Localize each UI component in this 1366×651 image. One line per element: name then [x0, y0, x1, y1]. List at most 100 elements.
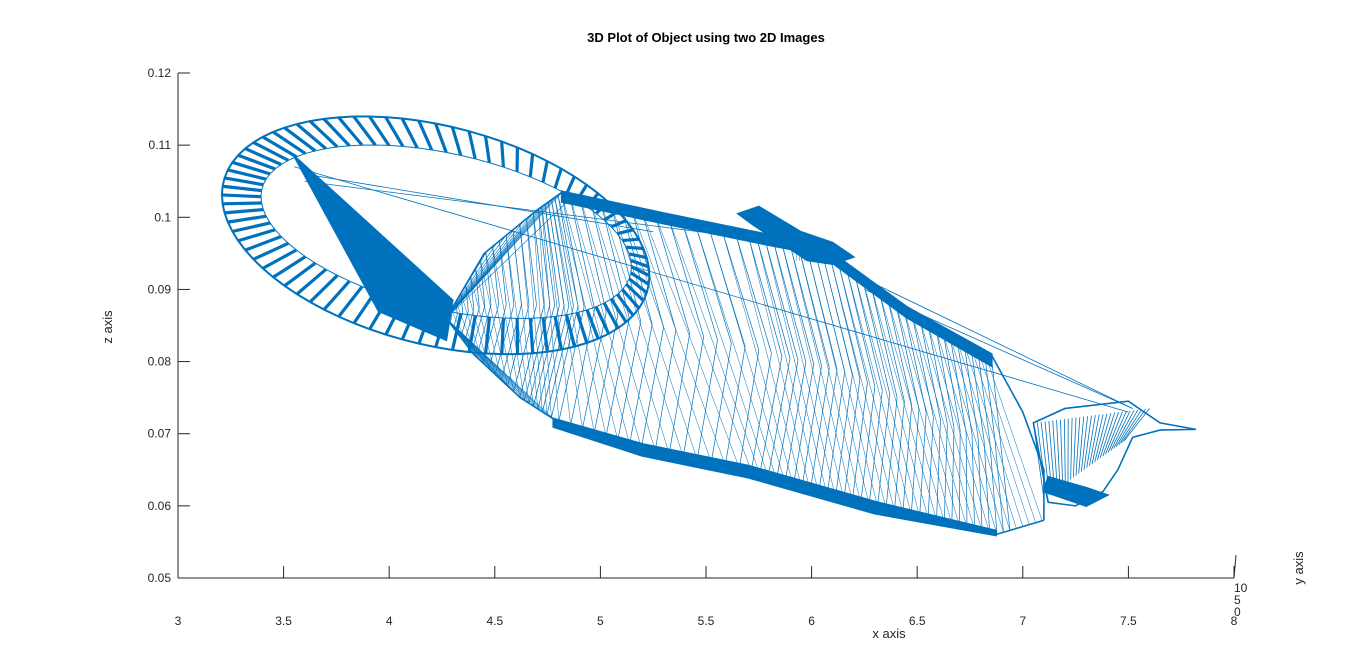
z-tick-label: 0.08 [148, 355, 172, 369]
body-cross-edge [470, 276, 496, 375]
x-tick-label: 3 [175, 614, 182, 628]
spout-edge [1091, 414, 1104, 465]
body-cross-edge [579, 195, 656, 451]
body-rib [750, 353, 772, 471]
handle-edge [322, 280, 351, 311]
body-rib [494, 304, 515, 375]
body-rib [582, 312, 607, 429]
body-rib [629, 324, 653, 444]
handle-edge [272, 255, 307, 279]
body-cross-edge [911, 314, 975, 530]
handle-edge [231, 160, 271, 176]
body-cross-edge [943, 334, 1004, 533]
spout-edge [1115, 409, 1139, 447]
body-rib [524, 304, 551, 401]
handle-edge [295, 268, 328, 296]
handle-edge [541, 317, 549, 352]
handle-edge [553, 316, 563, 350]
body-rib [971, 434, 975, 530]
body-rib [641, 327, 664, 448]
body-right-outline [990, 353, 1045, 521]
body-rib [868, 390, 883, 505]
body-rib [593, 315, 619, 433]
handle-edge [224, 207, 264, 215]
body-fan-edge [445, 220, 525, 319]
body-rib [887, 298, 913, 406]
spout-edge [1123, 408, 1150, 442]
handle-edge [237, 153, 276, 171]
handle-edge [434, 122, 448, 153]
handle-edge [585, 309, 600, 340]
body-rib [526, 218, 537, 306]
body-rib [610, 202, 642, 322]
body-rib [885, 397, 898, 509]
body-cross-edge [561, 192, 630, 444]
body-rib [781, 242, 815, 365]
handle-inner-outline [260, 144, 632, 319]
body-cross-edge [822, 253, 887, 509]
handle-edge [450, 126, 463, 156]
spout-edge [1097, 413, 1112, 461]
body-rib [877, 393, 891, 507]
body-cross-edge [630, 207, 726, 466]
handle-edge [222, 184, 262, 193]
body-rib [668, 333, 691, 454]
body-cross-edge [936, 331, 998, 535]
body-rib [533, 305, 560, 407]
body-rib [542, 305, 570, 412]
spout-edge [1052, 420, 1058, 490]
body-rib [928, 325, 948, 424]
body-rib [765, 240, 799, 361]
body-rib [617, 321, 642, 441]
body-bottom-outline [445, 317, 1045, 536]
spout-edge [1080, 416, 1088, 472]
body-rib [776, 360, 799, 480]
handle-edge [261, 135, 298, 159]
body-fan-edge [446, 192, 562, 319]
body-cross-edge [748, 238, 811, 492]
handle-body-joint [293, 155, 454, 342]
handle-edge [630, 258, 650, 269]
z-tick-label: 0.1 [154, 210, 171, 224]
handle-edge [483, 135, 492, 163]
body-cross-edge [526, 218, 543, 412]
body-rib [630, 207, 664, 328]
body-rib [851, 382, 868, 501]
handle-edge [227, 168, 267, 181]
body-rib [605, 318, 630, 437]
body-cross-edge [950, 337, 1011, 531]
body-rib [943, 423, 948, 522]
body-cross-edge [871, 286, 937, 520]
body-cross-edge [551, 199, 595, 433]
x-tick-label: 3.5 [275, 614, 292, 628]
handle-edge [384, 116, 405, 148]
body-cross-edge [450, 309, 472, 352]
z-tick-label: 0.11 [149, 138, 172, 152]
body-cross-edge [499, 240, 525, 401]
handle-edge [252, 241, 289, 261]
body-cross-edge [903, 309, 968, 528]
body-cross-edge [548, 202, 583, 429]
body-rib [846, 270, 876, 387]
body-cross-edge [765, 240, 828, 496]
handle-edge [626, 245, 644, 251]
body-rib [936, 331, 955, 428]
body-cross-edge [610, 202, 698, 460]
body-rib [519, 305, 545, 398]
handle-edge [262, 248, 298, 270]
handle-edge [621, 288, 641, 310]
body-rib [838, 264, 868, 383]
body-rib [977, 437, 983, 532]
body-rib [696, 340, 718, 460]
y-tick-label: 10 [1234, 581, 1248, 595]
handle-edge [244, 235, 282, 252]
body-rib [793, 363, 815, 486]
body-rib [538, 208, 551, 305]
body-rib [528, 304, 556, 404]
body-rib [620, 205, 653, 325]
body-rib [870, 286, 898, 398]
body-cross-edge [512, 229, 534, 407]
body-cross-edge [505, 235, 530, 404]
body-rib [950, 337, 967, 433]
body-rib [537, 305, 565, 410]
